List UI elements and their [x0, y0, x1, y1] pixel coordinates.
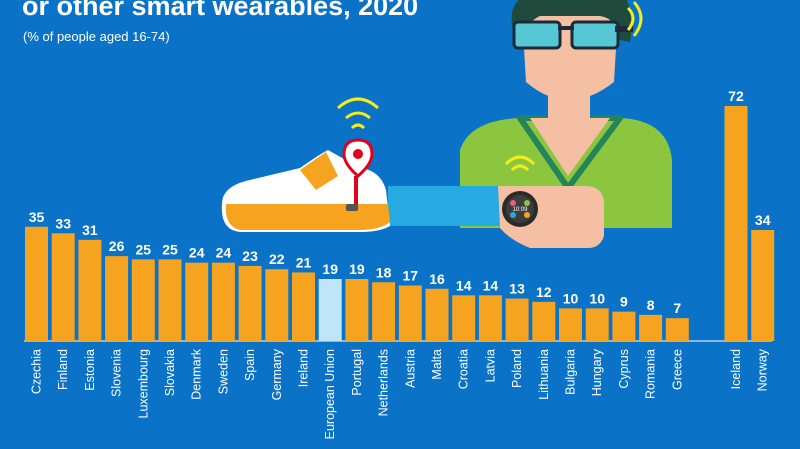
data-label: 25	[162, 241, 178, 257]
bar-hungary	[585, 308, 609, 341]
bar-estonia	[78, 239, 102, 341]
tick-label: Finland	[56, 349, 70, 390]
tick-label: Iceland	[729, 349, 743, 389]
data-label: 13	[509, 281, 525, 297]
tick-label: Estonia	[83, 349, 97, 391]
bar-germany	[265, 269, 289, 341]
data-label: 22	[269, 251, 285, 267]
data-label: 7	[673, 300, 681, 316]
data-label: 25	[136, 241, 152, 257]
data-label: 10	[589, 290, 605, 306]
data-label: 21	[296, 254, 312, 270]
tick-label: Malta	[430, 349, 444, 380]
bar-sweden	[211, 262, 235, 341]
data-label: 9	[620, 294, 628, 310]
bar-slovenia	[105, 256, 129, 341]
data-label: 17	[403, 268, 419, 284]
bar-lithuania	[532, 301, 556, 341]
bar-luxembourg	[131, 259, 155, 341]
tick-label: Sweden	[216, 349, 230, 394]
tick-label: Cyprus	[617, 349, 631, 389]
data-label: 16	[429, 271, 445, 287]
tick-label: European Union	[323, 349, 337, 439]
tick-label: Slovenia	[110, 349, 124, 397]
tick-label: Norway	[756, 348, 770, 391]
data-label: 23	[242, 248, 258, 264]
bar-ireland	[292, 272, 315, 341]
data-label: 26	[109, 238, 125, 254]
tick-label: Bulgaria	[564, 349, 578, 395]
bar-denmark	[185, 262, 209, 341]
bar-cyprus	[612, 311, 636, 341]
tick-label: Latvia	[483, 349, 497, 382]
tick-label: Austria	[403, 349, 417, 388]
tick-label: Denmark	[190, 348, 204, 399]
bar-portugal	[345, 278, 369, 341]
data-label: 10	[563, 290, 579, 306]
tick-label: Luxembourg	[136, 349, 150, 419]
watch-time: 10:09	[512, 207, 528, 213]
bar-slovakia	[158, 259, 182, 341]
tick-label: Slovakia	[163, 349, 177, 396]
tick-label: Portugal	[350, 349, 364, 396]
data-label: 14	[456, 277, 472, 293]
data-label: 33	[55, 215, 71, 231]
data-label: 34	[755, 212, 771, 228]
tick-label: Romania	[644, 349, 658, 399]
data-label: 19	[322, 261, 338, 277]
tick-label: Netherlands	[377, 349, 391, 416]
bar-spain	[238, 265, 262, 341]
wifi-signal-icon	[510, 164, 530, 172]
data-label: 12	[536, 284, 552, 300]
bar-latvia	[478, 295, 502, 341]
tick-label: Germany	[270, 348, 284, 400]
tick-label: Spain	[243, 349, 257, 381]
bar-malta	[425, 288, 449, 341]
tick-label: Greece	[670, 349, 684, 390]
data-label: 19	[349, 261, 365, 277]
tick-label: Lithuania	[537, 349, 551, 400]
bar-finland	[51, 233, 75, 341]
data-label: 24	[189, 245, 205, 261]
bar-poland	[505, 298, 529, 341]
chart-title: or other smart wearables, 2020	[22, 0, 419, 21]
data-label: 14	[483, 277, 499, 293]
chart-subtitle: (% of people aged 16-74)	[23, 29, 170, 44]
bar-norway	[751, 230, 775, 341]
tick-label: Czechia	[30, 349, 44, 394]
tick-label: Poland	[510, 349, 524, 388]
data-label: 24	[216, 245, 232, 261]
data-label: 35	[29, 209, 45, 225]
arm-with-smartwatch: 10:09	[388, 155, 604, 248]
smart-shoe-icon	[221, 97, 390, 232]
bar-greece	[665, 318, 689, 341]
bar-czechia	[25, 226, 48, 341]
data-label: 72	[728, 88, 744, 104]
tick-label: Ireland	[297, 349, 311, 387]
bar-bulgaria	[559, 308, 582, 341]
bar-croatia	[452, 295, 476, 341]
bar-austria	[398, 285, 422, 341]
tick-label: Hungary	[590, 348, 604, 396]
tick-label: Croatia	[457, 349, 471, 389]
bar-netherlands	[372, 282, 396, 341]
data-label: 31	[82, 222, 98, 238]
bar-iceland	[724, 106, 748, 341]
bar-romania	[639, 314, 663, 341]
data-label: 8	[647, 297, 655, 313]
bar-european-union	[318, 278, 342, 341]
data-label: 18	[376, 264, 392, 280]
